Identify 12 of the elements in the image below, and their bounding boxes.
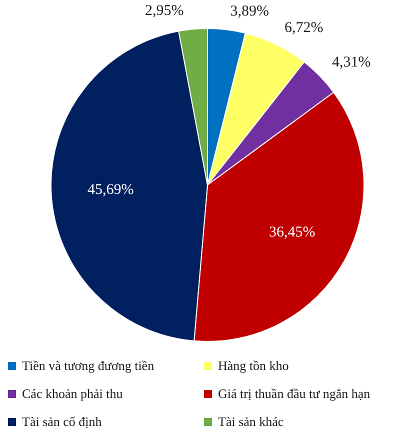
data-label: 3,89% <box>230 4 270 20</box>
legend-label: Giá trị thuần đầu tư ngắn hạn <box>218 386 370 402</box>
legend-label: Hàng tồn kho <box>218 358 289 374</box>
legend-label: Tài sản khác <box>218 414 284 430</box>
legend-label: Các khoản phải thu <box>22 386 123 402</box>
data-label: 36,45% <box>268 224 316 240</box>
data-label: 6,72% <box>284 20 324 36</box>
data-label: 2,95% <box>144 3 184 20</box>
data-label: 45,69% <box>87 182 134 198</box>
legend-label: Tài sản cố định <box>22 414 102 430</box>
data-label: 4,31% <box>332 54 371 70</box>
legend-label: Tiền và tương đương tiền <box>22 358 154 374</box>
